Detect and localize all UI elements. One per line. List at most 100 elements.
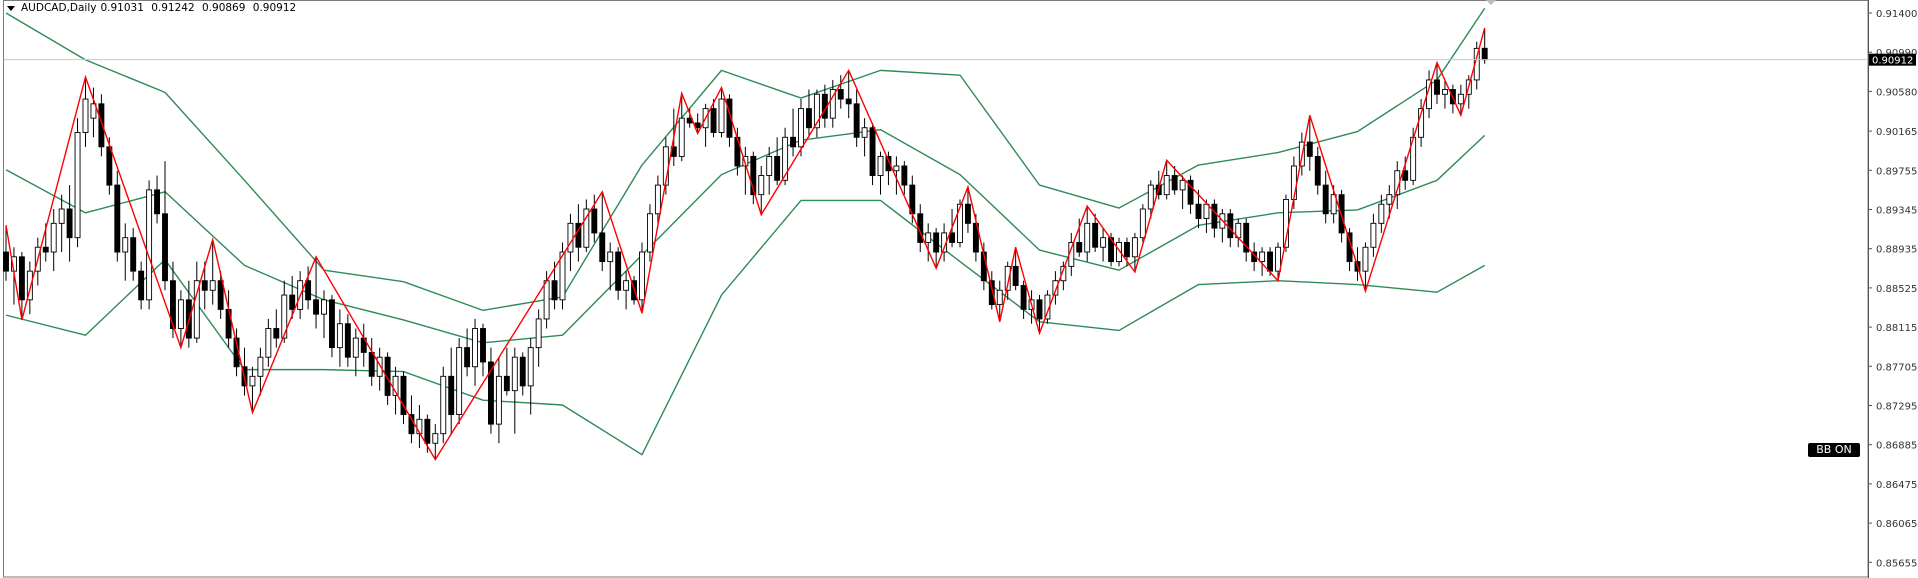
candle-body-bull	[925, 232, 932, 243]
candle-body-bear	[615, 251, 622, 291]
candle	[313, 256, 319, 329]
chart-frame	[3, 0, 1869, 578]
candle	[837, 75, 844, 109]
candle-body-bull	[26, 270, 33, 301]
candle-body-bull	[535, 318, 542, 349]
candle	[114, 170, 121, 262]
candle-body-bull	[90, 103, 97, 119]
candle	[66, 185, 73, 262]
candle-body-bear	[1012, 265, 1019, 286]
candle	[1147, 180, 1154, 219]
dropdown-triangle-icon[interactable]	[7, 5, 15, 11]
candle-body-bear	[694, 122, 701, 129]
candle-body-bear	[98, 103, 105, 148]
candle-body-bear	[837, 89, 844, 100]
candle	[432, 424, 439, 460]
y-tick-label: 0.85655	[1876, 558, 1917, 569]
candle	[1084, 206, 1091, 262]
candle	[448, 347, 455, 434]
candle-body-bull	[456, 347, 463, 416]
candle	[18, 252, 25, 320]
candle-body-bull	[1060, 265, 1067, 282]
candle-body-bull	[209, 280, 216, 291]
candle	[559, 242, 566, 310]
bb-toggle-button[interactable]: BB ON	[1808, 443, 1860, 457]
candle-body-bear	[138, 270, 145, 301]
candle	[909, 175, 916, 224]
candle	[456, 338, 463, 425]
candle-body-bear	[1171, 175, 1178, 191]
candle	[1187, 175, 1194, 214]
candle-body-bear	[599, 232, 606, 263]
candle	[130, 228, 137, 281]
candle-body-bull	[432, 433, 439, 444]
candle-body-bull	[249, 375, 256, 387]
bollinger-upper-band	[5, 7, 1486, 312]
candle	[257, 347, 264, 396]
candle-body-bull	[440, 375, 447, 435]
candle	[654, 175, 661, 224]
candle-body-bull	[74, 132, 81, 239]
candle-body-bull	[376, 356, 383, 377]
candles	[3, 28, 1488, 460]
candle	[1322, 170, 1329, 224]
candle-body-bear	[162, 213, 168, 282]
ohlc-values: 0.91031 0.91242 0.90869 0.90912	[100, 2, 300, 14]
candle-body-bull	[1163, 175, 1170, 196]
candle-body-bear	[217, 280, 224, 310]
candle-body-bear	[1267, 251, 1274, 272]
candle-body-bear	[519, 356, 526, 387]
candle-body-bull	[829, 89, 836, 119]
candle	[798, 99, 804, 157]
candle-body-bull	[957, 203, 963, 243]
candle-body-bull	[265, 328, 272, 358]
candle	[50, 209, 57, 272]
candle-body-bear	[988, 280, 995, 306]
candle-body-bear	[551, 280, 558, 301]
candle	[1116, 237, 1122, 267]
candle	[209, 239, 216, 305]
candle	[1457, 84, 1464, 116]
y-tick-label: 0.88115	[1876, 323, 1917, 334]
candle	[503, 347, 510, 396]
candle	[1370, 213, 1377, 257]
candle-body-bull	[1362, 246, 1369, 272]
candle	[1441, 79, 1448, 109]
candle-body-bear	[66, 208, 73, 239]
candle-body-bear	[790, 136, 796, 148]
candle	[861, 118, 868, 157]
candle-body-bear	[710, 108, 717, 133]
candle-body-bear	[1123, 242, 1130, 258]
candle	[495, 357, 502, 444]
candle	[193, 261, 200, 343]
candle-body-bear	[114, 184, 121, 253]
candle	[1410, 127, 1417, 186]
candle	[1036, 295, 1043, 334]
candle-body-bear	[344, 323, 351, 358]
candle	[893, 156, 900, 195]
candle	[591, 194, 598, 243]
candle-body-bear	[1195, 203, 1202, 220]
candle	[1243, 218, 1250, 262]
candle	[249, 366, 256, 413]
candle-body-bull	[678, 117, 685, 157]
candle-body-bear	[1434, 79, 1440, 95]
candle	[623, 271, 630, 310]
candle-body-bull	[281, 294, 288, 339]
candle	[718, 87, 725, 138]
candle-body-bear	[1322, 184, 1329, 215]
candle	[1219, 209, 1226, 243]
candle-body-bear	[3, 251, 9, 272]
candle	[615, 247, 622, 300]
candle	[829, 79, 836, 128]
candle-body-bear	[1402, 170, 1409, 181]
candle-body-bull	[1386, 194, 1393, 205]
candle-body-bull	[718, 98, 725, 133]
candle-body-bear	[408, 414, 415, 435]
candle	[710, 99, 717, 138]
low-value: 0.90869	[202, 2, 246, 14]
candle	[1259, 247, 1266, 276]
candle-body-bull	[1378, 203, 1385, 224]
candle	[3, 225, 9, 281]
